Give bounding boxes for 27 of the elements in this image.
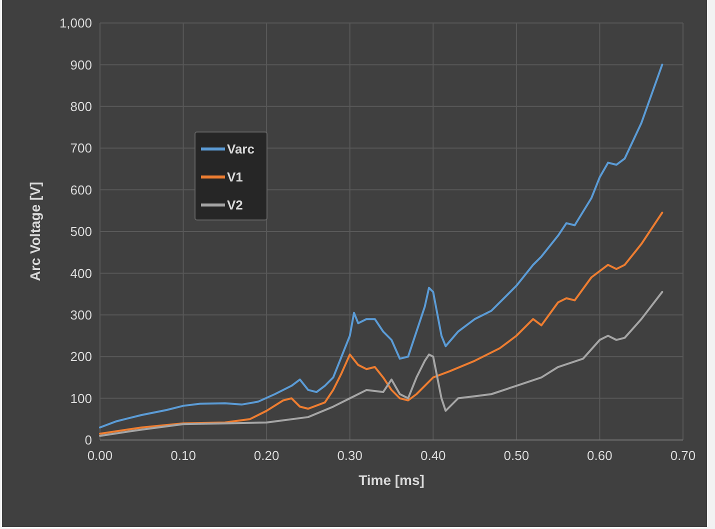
x-tick-label: 0.50 — [504, 448, 530, 463]
y-tick-label: 200 — [70, 349, 92, 364]
x-tick-label: 0.60 — [587, 448, 612, 463]
x-tick-label: 0.40 — [420, 448, 446, 463]
y-axis-title: Arc Voltage [V] — [27, 182, 43, 282]
x-tick-label: 0.10 — [170, 448, 196, 463]
legend-label: V2 — [227, 198, 243, 213]
y-tick-label: 0 — [84, 432, 92, 448]
x-tick-label: 0.30 — [337, 448, 363, 463]
line-series — [99, 212, 664, 435]
y-tick-label: 1,000 — [59, 16, 92, 31]
legend-label: Varc — [227, 142, 254, 157]
y-tick-label: 700 — [70, 140, 92, 156]
line-series — [99, 64, 664, 428]
y-tick-label: 100 — [70, 390, 92, 406]
legend-label: V1 — [227, 170, 243, 185]
line-series — [99, 290, 664, 437]
y-tick-label: 600 — [70, 182, 92, 198]
y-tick-label: 300 — [70, 307, 92, 322]
y-tick-label: 900 — [70, 57, 92, 72]
y-tick-label: 500 — [70, 224, 92, 240]
x-tick-label: 0.00 — [87, 448, 113, 463]
x-tick-label: 0.20 — [254, 448, 280, 463]
x-tick-label: 0.70 — [670, 448, 696, 463]
x-axis-title: Time [ms] — [358, 472, 424, 488]
y-tick-label: 400 — [70, 266, 92, 281]
y-tick-label: 800 — [70, 98, 92, 114]
